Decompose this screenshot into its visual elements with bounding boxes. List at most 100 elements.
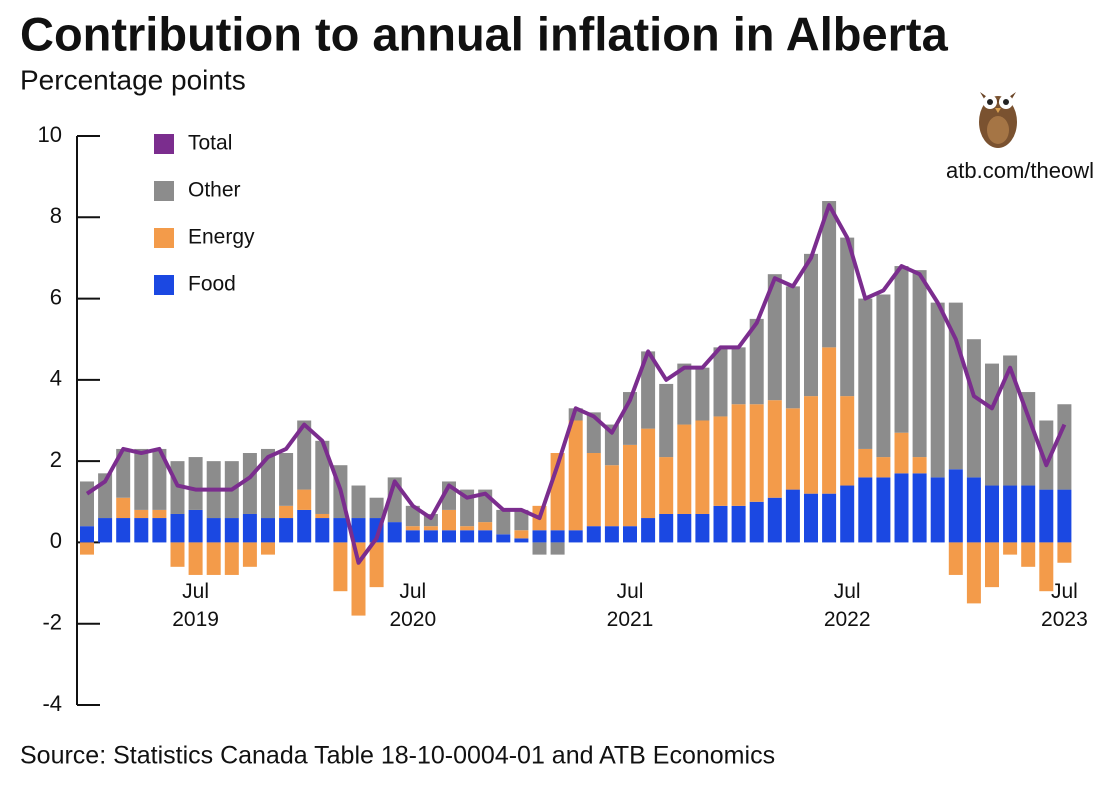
bar — [966, 477, 981, 543]
legend-label: Total — [188, 132, 232, 155]
bar — [297, 509, 312, 543]
bar — [985, 542, 999, 588]
bar — [423, 526, 438, 531]
bar — [568, 530, 583, 543]
bar — [261, 448, 275, 519]
bar — [279, 518, 294, 543]
bar — [188, 457, 203, 510]
bar — [442, 530, 456, 543]
bar — [297, 420, 312, 490]
bar — [188, 542, 203, 575]
bar — [333, 542, 348, 592]
bar — [785, 408, 800, 490]
bar — [134, 518, 149, 543]
y-tick-label: 8 — [50, 203, 62, 228]
legend-label: Food — [188, 273, 236, 296]
x-tick-text: Jul 2019 — [172, 580, 219, 631]
bar — [713, 416, 728, 506]
bar — [369, 497, 384, 519]
bar — [206, 542, 221, 575]
bar — [116, 518, 131, 543]
bar — [261, 542, 275, 555]
bar — [496, 534, 511, 543]
bar — [1003, 355, 1018, 486]
bar — [532, 542, 547, 555]
bar — [749, 318, 764, 405]
bar — [351, 485, 366, 519]
bar — [532, 530, 547, 543]
bar — [948, 469, 963, 543]
x-tick-label: Jul 2021 — [606, 580, 654, 631]
bar — [242, 453, 257, 514]
bar — [1021, 542, 1036, 567]
bar — [604, 526, 619, 543]
bar — [423, 530, 438, 543]
chart-title: Contribution to annual inflation in Albe… — [20, 7, 949, 60]
bar — [894, 473, 909, 543]
bar — [641, 518, 656, 543]
legend-swatch — [154, 181, 174, 201]
bar — [713, 347, 728, 417]
watermark: atb.com/theowl — [946, 158, 1094, 183]
bar — [840, 237, 855, 397]
bar — [858, 448, 873, 478]
bar — [840, 396, 855, 486]
bar — [80, 526, 94, 543]
bar — [623, 526, 637, 543]
x-tick-label: Jul 2022 — [823, 580, 871, 631]
bar — [677, 363, 692, 425]
bar — [659, 457, 674, 514]
bar — [930, 477, 945, 543]
legend-label: Energy — [188, 226, 255, 249]
bar — [134, 448, 149, 510]
bar — [985, 363, 999, 486]
bar — [1039, 489, 1054, 543]
chart-subtitle: Percentage points — [20, 64, 246, 95]
bar — [822, 493, 837, 543]
bar — [514, 538, 529, 543]
bar — [731, 347, 746, 405]
bar — [822, 347, 837, 494]
bar — [170, 542, 185, 567]
bar — [767, 274, 782, 401]
y-tick-label: -4 — [42, 691, 62, 716]
source: Source: Statistics Canada Table 18-10-00… — [20, 742, 775, 770]
bar — [604, 424, 619, 466]
bar — [279, 453, 294, 506]
bar — [351, 518, 366, 543]
bar — [966, 339, 981, 478]
bar — [822, 201, 837, 348]
bar — [405, 530, 420, 543]
bar — [279, 505, 294, 519]
bar — [731, 505, 746, 543]
bar — [224, 518, 239, 543]
bar — [1057, 404, 1072, 490]
bar — [514, 509, 529, 531]
bar — [568, 420, 583, 531]
bar — [315, 518, 330, 543]
x-tick-text: Jul 2021 — [606, 580, 654, 631]
bar — [912, 270, 927, 458]
bar — [315, 513, 330, 519]
bar — [98, 518, 113, 543]
bar — [604, 465, 619, 527]
bar — [1039, 542, 1054, 592]
x-tick-text: Jul 2022 — [823, 580, 871, 631]
bar — [405, 505, 420, 527]
bar — [840, 485, 855, 543]
y-tick-label: 0 — [50, 528, 62, 553]
bar — [858, 477, 873, 543]
bar — [641, 351, 656, 429]
bar — [749, 404, 764, 502]
bar — [152, 518, 167, 543]
bar — [894, 266, 909, 433]
bar — [966, 542, 981, 604]
owl-icon — [979, 92, 1017, 148]
bar — [188, 509, 203, 543]
bar — [894, 432, 909, 474]
bar — [876, 294, 891, 458]
bar — [858, 298, 873, 449]
bar — [713, 505, 728, 543]
bar — [206, 518, 221, 543]
bar — [948, 542, 963, 575]
